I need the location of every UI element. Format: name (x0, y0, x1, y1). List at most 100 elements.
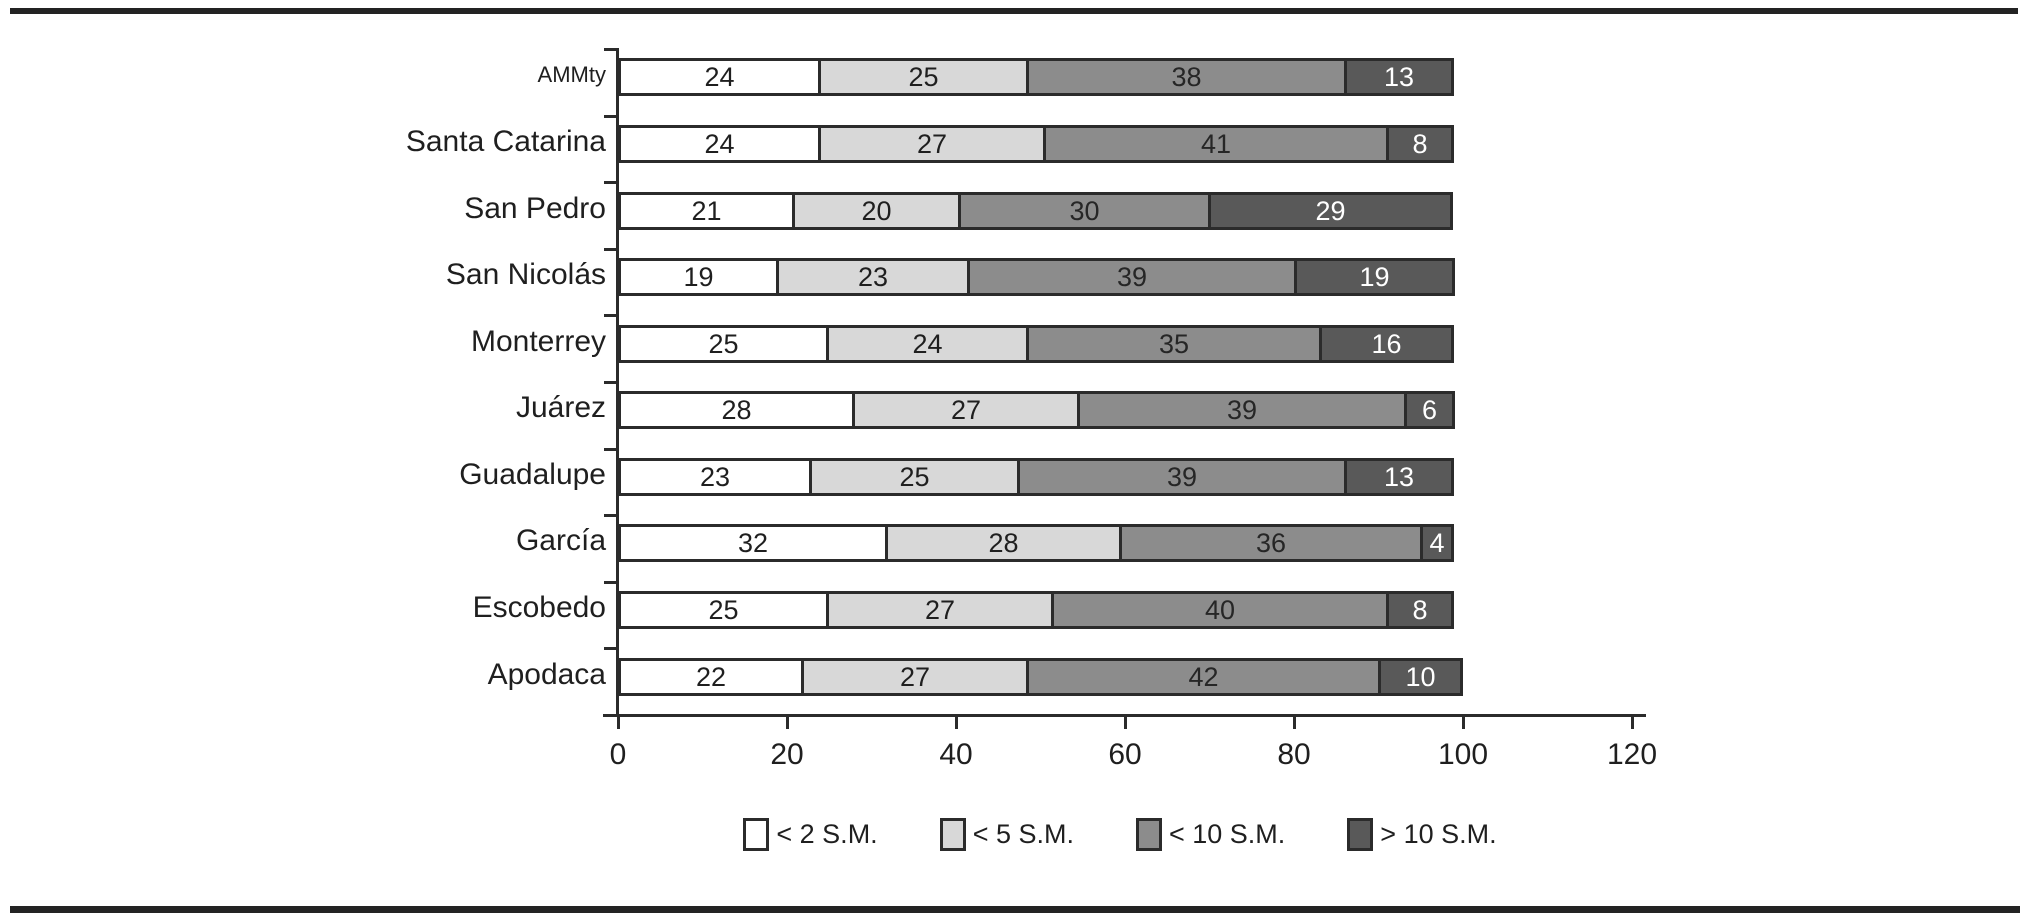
legend-item: < 10 S.M. (1135, 818, 1286, 851)
bottom-rule (10, 906, 2020, 913)
bar-segment: 42 (1026, 658, 1381, 696)
bar-segment: 8 (1386, 591, 1454, 629)
bar-segment: 27 (852, 391, 1080, 429)
bar-segment: 30 (958, 192, 1211, 230)
stacked-bar: 23 25 39 13 (618, 458, 1454, 496)
y-axis-line (616, 48, 619, 717)
x-axis-tick (1462, 715, 1465, 729)
x-axis-tick (955, 715, 958, 729)
bar-segment: 24 (618, 58, 821, 96)
bar-segment: 10 (1378, 658, 1463, 696)
bar-segment: 24 (618, 125, 821, 163)
x-axis-tick (617, 715, 620, 729)
bar-segment: 16 (1319, 325, 1454, 363)
category-label: AMMty (537, 62, 606, 87)
bar-segment: 39 (1017, 458, 1347, 496)
stacked-bar: 19 23 39 19 (618, 258, 1455, 296)
y-axis-tick (604, 514, 617, 517)
category-label: Monterrey (470, 325, 606, 358)
category-label: Juárez (515, 391, 606, 424)
legend-label: < 10 S.M. (1168, 819, 1286, 849)
category-label: Escobedo (472, 591, 606, 624)
bar-segment: 4 (1420, 524, 1454, 562)
bar-segment: 38 (1026, 58, 1347, 96)
stacked-bar: 24 27 41 8 (618, 125, 1454, 163)
stacked-bar: 21 20 30 29 (618, 192, 1453, 230)
category-label: García (515, 524, 606, 557)
legend-label: < 5 S.M. (972, 819, 1074, 849)
bar-segment: 27 (801, 658, 1029, 696)
bar-segment: 35 (1026, 325, 1322, 363)
x-axis-tick-label: 100 (1437, 738, 1489, 771)
y-axis-tick (604, 115, 617, 118)
x-axis-tick-label: 120 (1606, 738, 1658, 771)
bar-segment: 13 (1344, 458, 1454, 496)
stacked-bar: 28 27 39 6 (618, 391, 1455, 429)
category-label: Santa Catarina (405, 125, 606, 158)
bar-segment: 19 (1294, 258, 1455, 296)
top-rule (10, 8, 2018, 14)
bar-segment: 8 (1386, 125, 1454, 163)
x-axis-tick (1293, 715, 1296, 729)
legend-label: > 10 S.M. (1380, 819, 1497, 849)
y-axis-tick (604, 48, 617, 51)
category-label: San Nicolás (445, 258, 606, 291)
bar-segment: 22 (618, 658, 804, 696)
category-label: San Pedro (464, 192, 606, 225)
category-label: Apodaca (487, 658, 606, 691)
bar-segment: 36 (1119, 524, 1423, 562)
bar-segment: 27 (818, 125, 1046, 163)
x-axis-tick-label: 20 (770, 738, 804, 771)
bar-segment: 28 (885, 524, 1122, 562)
bar-segment: 23 (618, 458, 812, 496)
legend: < 2 S.M. < 5 S.M. < 10 S.M. > 10 S.M. (560, 818, 1680, 851)
y-axis-tick (604, 248, 617, 251)
bar-segment: 25 (818, 58, 1029, 96)
stacked-bar: 32 28 36 4 (618, 524, 1454, 562)
bar-segment: 28 (618, 391, 855, 429)
bar-segment: 19 (618, 258, 779, 296)
bar-segment: 25 (618, 325, 829, 363)
y-axis-tick (604, 647, 617, 650)
bar-segment: 6 (1404, 391, 1455, 429)
x-axis-tick-label: 60 (1108, 738, 1142, 771)
stacked-bar: 25 27 40 8 (618, 591, 1454, 629)
x-axis-tick-label: 0 (609, 738, 627, 771)
legend-item: < 2 S.M. (743, 818, 878, 851)
y-axis-tick (604, 381, 617, 384)
x-axis-tick-label: 40 (939, 738, 973, 771)
bar-segment: 27 (826, 591, 1054, 629)
bar-segment: 39 (1077, 391, 1407, 429)
y-axis-tick (604, 181, 617, 184)
bar-segment: 23 (776, 258, 970, 296)
bar-segment: 39 (967, 258, 1297, 296)
legend-swatch-icon (1135, 818, 1162, 851)
legend-item: < 5 S.M. (939, 818, 1074, 851)
y-axis-tick (604, 448, 617, 451)
bar-segment: 24 (826, 325, 1029, 363)
stacked-bar: 25 24 35 16 (618, 325, 1454, 363)
legend-swatch-icon (743, 818, 770, 851)
x-axis-tick (786, 715, 789, 729)
bar-segment: 21 (618, 192, 795, 230)
stacked-bar: 22 27 42 10 (618, 658, 1463, 696)
bar-segment: 40 (1051, 591, 1389, 629)
y-axis-tick (604, 581, 617, 584)
legend-item: > 10 S.M. (1347, 818, 1497, 851)
bar-segment: 25 (618, 591, 829, 629)
stacked-bar: 24 25 38 13 (618, 58, 1454, 96)
x-axis-tick (1631, 715, 1634, 729)
legend-swatch-icon (1347, 818, 1374, 851)
bar-segment: 13 (1344, 58, 1454, 96)
bar-segment: 41 (1043, 125, 1389, 163)
category-label: Guadalupe (459, 458, 606, 491)
legend-label: < 2 S.M. (776, 819, 878, 849)
y-axis-tick (604, 714, 617, 717)
bar-segment: 32 (618, 524, 888, 562)
y-axis-tick (604, 314, 617, 317)
bar-segment: 25 (809, 458, 1020, 496)
bar-segment: 29 (1208, 192, 1453, 230)
x-axis-tick (1124, 715, 1127, 729)
legend-swatch-icon (939, 818, 966, 851)
